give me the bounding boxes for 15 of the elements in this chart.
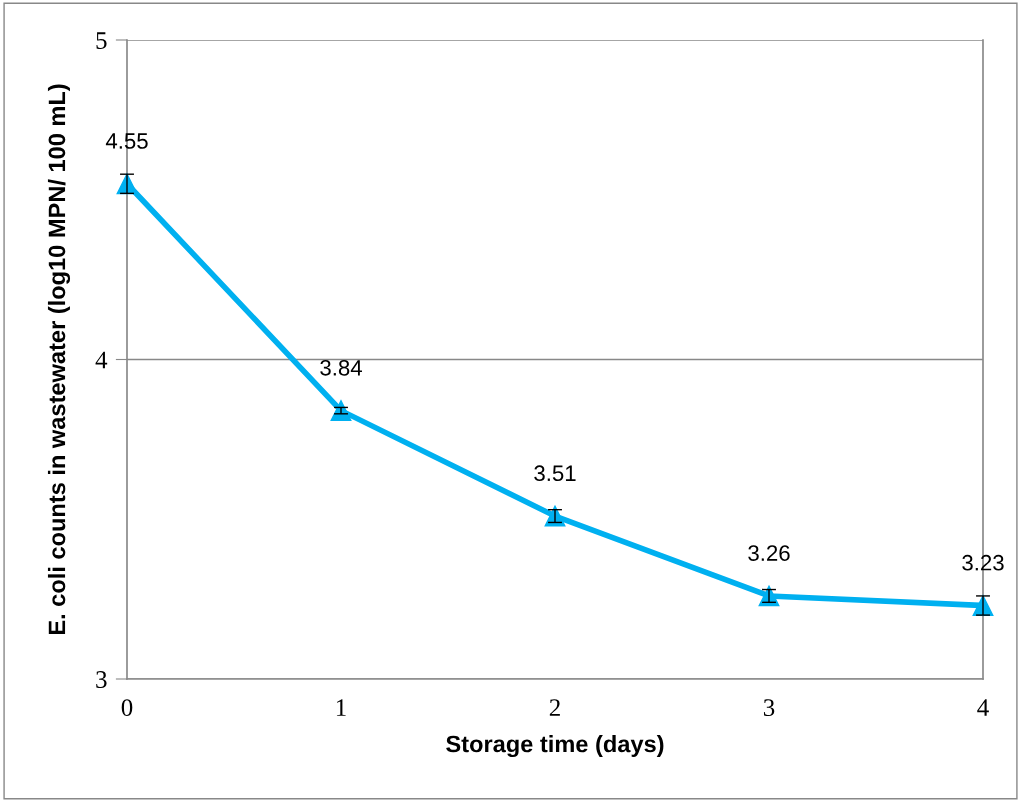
data-label: 3.26	[748, 545, 790, 561]
x-tick-label: 1	[336, 699, 346, 716]
y-tick-label: 5	[96, 32, 107, 49]
data-label: 4.55	[105, 133, 148, 149]
y-axis-title: E. coli counts in wastewater (log10 MPN/ 100 mL)	[47, 84, 71, 635]
y-tick-label: 4	[95, 351, 108, 369]
data-label: 3.23	[962, 554, 1004, 571]
x-tick-label: 0	[121, 699, 133, 717]
x-tick-label: 4	[977, 699, 989, 716]
data-label: 3.51	[534, 465, 576, 482]
x-tick-label: 2	[549, 699, 560, 716]
x-axis-title: Storage time (days)	[446, 735, 664, 758]
x-tick-label: 3	[763, 699, 775, 717]
data-label: 3.84	[320, 359, 362, 376]
y-tick-label: 3	[96, 671, 107, 688]
